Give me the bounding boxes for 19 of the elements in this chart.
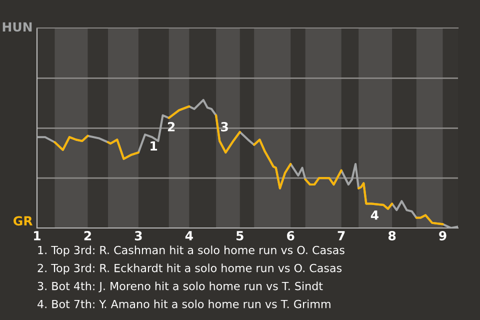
x-tick-label: 4	[185, 231, 193, 240]
text: GR	[14, 216, 33, 226]
x-tick-label: 9	[439, 231, 446, 240]
text: 4. Bot 7th: Y. Amano hit a solo home run vs T. Grimm	[38, 300, 330, 308]
x-tick-label: 3	[134, 231, 142, 240]
x-tick-label: 5	[236, 231, 244, 240]
text: 2. Top 3rd: R. Eckhardt hit a solo home run vs O. Casas	[38, 264, 342, 274]
text: 1. Top 3rd: R. Cashman hit a solo home run vs O. Casas	[38, 246, 344, 256]
annotation: 4	[370, 210, 378, 220]
text: HUN	[2, 22, 32, 32]
annotation: 1	[150, 141, 158, 151]
x-tick-label: 1	[34, 231, 40, 240]
x-tick-label: 8	[388, 231, 396, 240]
annotation: 2	[168, 122, 175, 132]
x-tick-label: 7	[338, 231, 345, 240]
x-tick-label: 6	[287, 231, 294, 240]
annotation: 3	[221, 122, 228, 132]
text: 3. Bot 4th: J. Moreno hit a solo home run vs T. Sindt	[38, 282, 323, 292]
x-tick-label: 2	[84, 231, 91, 240]
